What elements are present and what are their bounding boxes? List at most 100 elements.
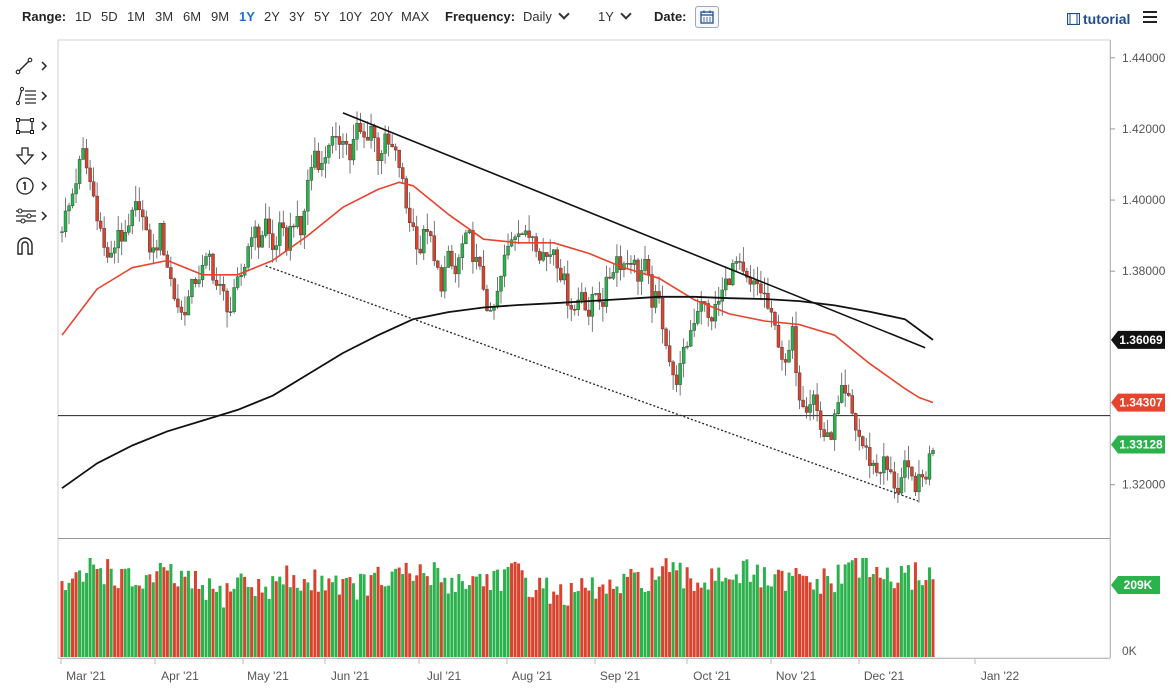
candle [70, 188, 75, 209]
volume-bar [850, 560, 854, 657]
candle-body [134, 201, 138, 211]
volume-bar [436, 567, 440, 657]
candle-body [495, 290, 500, 307]
arrow-down-icon [15, 147, 48, 165]
range-5y-button[interactable]: 5Y [314, 9, 330, 24]
volume-bar [741, 560, 745, 657]
range-9m-button[interactable]: 9M [211, 9, 230, 24]
candle [646, 254, 651, 285]
candle [67, 202, 71, 225]
candle-body [566, 273, 570, 306]
candle-body [597, 293, 602, 303]
volume-bar [780, 570, 784, 657]
candle-body [580, 292, 584, 301]
candle [871, 460, 875, 475]
candle [741, 247, 746, 276]
volume-bar [450, 577, 454, 657]
y-tick-label: 1.32000 [1122, 478, 1166, 492]
volume-bar [478, 573, 482, 657]
volume-bar [727, 579, 731, 657]
candle [850, 389, 854, 416]
hamburger-menu-icon[interactable] [1143, 11, 1157, 24]
candle [460, 235, 465, 270]
tool-arrow[interactable] [12, 144, 52, 168]
tutorial-link[interactable]: tutorial [1083, 11, 1131, 27]
candle-body [306, 180, 310, 212]
price-label-shape [1111, 435, 1165, 454]
range-6m-button[interactable]: 6M [183, 9, 202, 24]
range-10y-button[interactable]: 10Y [339, 9, 363, 24]
volume-bar [913, 562, 917, 657]
range-2y-button[interactable]: 2Y [264, 9, 280, 24]
volume-bar [759, 587, 763, 657]
frequency-dropdown[interactable]: Daily [523, 8, 570, 25]
candle-body [674, 374, 679, 385]
candle-body [274, 245, 278, 250]
tool-rectangle[interactable] [12, 114, 52, 138]
volume-bar [102, 584, 106, 657]
candle-body [432, 235, 436, 262]
volume-bar [60, 581, 64, 657]
candle [931, 447, 935, 457]
candle [81, 137, 85, 161]
candle [292, 223, 296, 238]
candle-body [137, 201, 141, 211]
candle-body [242, 267, 247, 276]
candle [383, 125, 387, 164]
candle-body [513, 236, 517, 240]
volume-bar [738, 583, 742, 657]
volume-bar [794, 568, 798, 657]
volume-bar [344, 577, 348, 657]
candle [372, 123, 377, 153]
candle-body [141, 209, 145, 218]
range-20y-button[interactable]: 20Y [370, 9, 394, 24]
candle-body [323, 157, 328, 164]
volume-bar [699, 587, 703, 657]
candle-body [299, 216, 303, 236]
candle-body [295, 216, 300, 227]
candle [242, 263, 247, 279]
range-max-button[interactable]: MAX [401, 9, 430, 24]
volume-bar [689, 578, 693, 657]
candle-body [309, 167, 314, 181]
range-3m-button[interactable]: 3M [155, 9, 174, 24]
candle [506, 233, 510, 260]
tool-settings-lines[interactable] [12, 204, 52, 228]
volume-bar [404, 562, 408, 657]
candle [436, 259, 440, 270]
volume-bar [158, 562, 162, 657]
tool-magnet[interactable] [12, 234, 52, 258]
range-1m-button[interactable]: 1M [127, 9, 146, 24]
candle [193, 277, 198, 288]
candle-body [288, 225, 292, 251]
volume-bar [246, 586, 250, 657]
volume-bar [373, 572, 377, 657]
range-5d-button[interactable]: 5D [101, 9, 118, 24]
period-dropdown[interactable]: 1Y [598, 8, 632, 25]
candle [611, 264, 616, 281]
volume-bar [348, 577, 352, 657]
candle [134, 185, 138, 217]
volume-bar [590, 577, 594, 657]
candle-body [193, 278, 198, 284]
candle-body [478, 257, 482, 267]
volume-bar [875, 566, 879, 657]
candle-body [105, 247, 110, 258]
candle-body [618, 256, 623, 271]
range-3y-button[interactable]: 3Y [289, 9, 305, 24]
tool-fibonacci[interactable] [12, 84, 52, 108]
range-1y-button[interactable]: 1Y [239, 9, 255, 24]
volume-bar [503, 569, 507, 657]
calendar-button[interactable] [695, 6, 719, 28]
candle-body [123, 232, 127, 242]
trendline-icon [15, 57, 48, 75]
long-moving-average-line [61, 295, 934, 489]
candle [643, 246, 647, 275]
volume-bar [643, 591, 647, 657]
candle-body [415, 226, 419, 250]
volume-bar [337, 594, 341, 657]
tool-annotation[interactable] [12, 174, 52, 198]
tool-trendline[interactable] [12, 54, 52, 78]
range-1d-button[interactable]: 1D [75, 9, 92, 24]
volume-bar [910, 589, 914, 657]
